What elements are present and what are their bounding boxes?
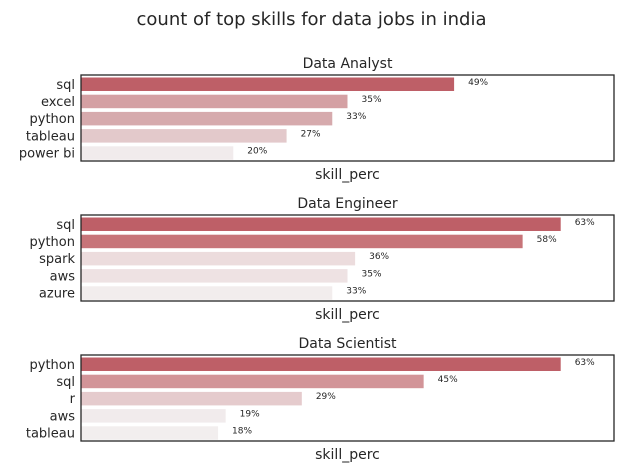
bar (81, 94, 348, 109)
y-tick-label: spark (39, 252, 75, 267)
data-label: 27% (301, 129, 321, 139)
data-label: 33% (346, 287, 366, 297)
data-label: 58% (537, 235, 557, 245)
data-label: 36% (369, 252, 389, 262)
data-label: 45% (438, 375, 458, 385)
axes-frame (80, 74, 615, 162)
y-tick-label: python (30, 235, 75, 250)
axes-frame (80, 214, 615, 302)
panel-2: Data Scientist python 63% sql 45% r 29% aws 19% t… (26, 336, 615, 463)
y-tick-label: tableau (26, 427, 75, 442)
bar (81, 234, 523, 249)
bar (81, 286, 333, 300)
panels: Data Analyst sql 49% excel 35% python 33% table… (19, 56, 615, 463)
y-tick-label: excel (41, 95, 75, 110)
bar (81, 129, 287, 143)
panel-title: Data Analyst (303, 56, 393, 72)
data-label: 33% (346, 112, 366, 122)
y-tick-label: aws (50, 409, 76, 424)
data-label: 20% (247, 147, 267, 157)
data-label: 35% (362, 95, 382, 105)
panel-title: Data Engineer (297, 196, 397, 212)
y-tick-label: sql (56, 375, 75, 390)
y-tick-label: python (30, 358, 75, 373)
x-axis-label: skill_perc (315, 307, 380, 323)
y-tick-label: azure (39, 287, 75, 302)
data-label: 63% (575, 218, 595, 228)
bar (81, 409, 226, 423)
axes-frame (80, 354, 615, 442)
bar (81, 77, 455, 91)
y-tick-label: tableau (26, 129, 75, 144)
data-label: 19% (240, 409, 260, 419)
x-axis-label: skill_perc (315, 447, 380, 463)
bar (81, 357, 561, 371)
bar (81, 251, 356, 266)
y-tick-label: power bi (19, 147, 75, 162)
data-label: 63% (575, 358, 595, 368)
bar (81, 111, 333, 126)
data-label: 18% (232, 427, 252, 437)
chart-title: count of top skills for data jobs in ind… (137, 9, 487, 30)
data-label: 49% (468, 78, 488, 88)
y-tick-label: aws (50, 269, 76, 284)
y-tick-label: sql (56, 78, 75, 93)
data-label: 35% (362, 269, 382, 279)
panel-title: Data Scientist (299, 336, 398, 352)
y-tick-label: r (70, 392, 76, 407)
x-axis-label: skill_perc (315, 167, 380, 183)
y-tick-label: python (30, 112, 75, 127)
bar (81, 146, 234, 160)
y-tick-label: sql (56, 218, 75, 233)
bar (81, 217, 561, 231)
bar (81, 269, 348, 283)
panel-0: Data Analyst sql 49% excel 35% python 33% table… (19, 56, 615, 183)
bar (81, 426, 219, 440)
panel-1: Data Engineer sql 63% python 58% spark 36% aws 3… (30, 196, 615, 323)
data-label: 29% (316, 392, 336, 402)
bar (81, 391, 302, 406)
bar (81, 374, 424, 389)
